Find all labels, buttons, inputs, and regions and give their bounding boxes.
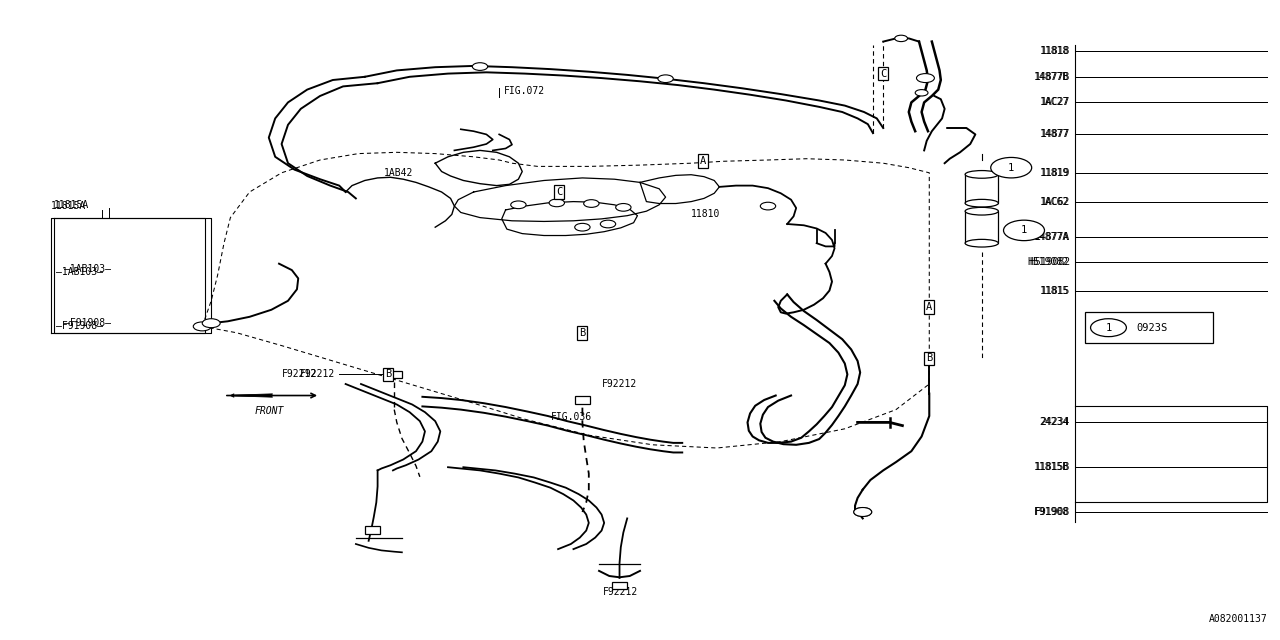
Text: C: C [881,68,886,79]
Text: 11815B: 11815B [1034,462,1070,472]
Circle shape [658,75,673,83]
Text: F92212: F92212 [602,379,637,389]
Circle shape [991,157,1032,178]
Ellipse shape [965,207,998,215]
Circle shape [1004,220,1044,241]
Text: 11815A: 11815A [51,201,87,211]
Text: 11815A: 11815A [54,200,90,210]
Text: 14877: 14877 [1041,129,1070,140]
Circle shape [616,204,631,211]
Text: B: B [580,328,585,338]
Bar [387,371,402,378]
Text: —F91908—: —F91908— [56,321,104,332]
Text: F92212: F92212 [603,587,639,597]
Circle shape [549,199,564,207]
Text: F91908: F91908 [1034,507,1070,517]
Text: 11815B: 11815B [1033,462,1069,472]
Text: C: C [557,187,562,197]
Text: 11815: 11815 [1041,286,1070,296]
Text: 1AB42: 1AB42 [384,168,413,178]
Text: F92212: F92212 [300,369,335,380]
Text: FIG.036: FIG.036 [550,412,591,422]
Text: B: B [385,369,390,380]
Circle shape [584,200,599,207]
Bar [1085,312,1213,343]
Text: 11818: 11818 [1041,46,1070,56]
Ellipse shape [965,239,998,247]
Text: 1: 1 [1106,323,1111,333]
Ellipse shape [965,200,998,207]
Text: 0923S: 0923S [1137,323,1167,333]
Text: 1AC27: 1AC27 [1039,97,1069,108]
Text: H519082: H519082 [1028,257,1069,268]
Text: 11815: 11815 [1039,286,1069,296]
Bar [965,174,998,203]
Text: 11819: 11819 [1041,168,1070,178]
Ellipse shape [965,171,998,178]
Circle shape [193,322,211,331]
Text: 14877: 14877 [1039,129,1069,140]
Text: A: A [700,156,705,166]
Text: —1AB103—: —1AB103— [56,267,104,277]
Circle shape [1091,319,1126,337]
Text: 1: 1 [1009,163,1014,173]
Text: A082001137: A082001137 [1208,614,1267,624]
Text: 14877B: 14877B [1033,72,1069,82]
Text: B: B [927,353,932,364]
Text: F92212: F92212 [282,369,317,380]
Circle shape [600,220,616,228]
Circle shape [895,35,908,42]
Text: 14877A: 14877A [1034,232,1070,242]
Text: H519082: H519082 [1029,257,1070,268]
Bar [365,526,380,534]
Text: 1AC27: 1AC27 [1041,97,1070,108]
Text: 14877B: 14877B [1034,72,1070,82]
Text: —1AB103—: —1AB103— [64,264,111,274]
Text: A: A [927,302,932,312]
Circle shape [915,90,928,96]
Text: 11810: 11810 [691,209,721,220]
Circle shape [511,201,526,209]
Circle shape [916,74,934,83]
Bar [575,396,590,404]
Text: 1: 1 [1021,225,1027,236]
Circle shape [854,508,872,516]
Text: FIG.072: FIG.072 [504,86,545,96]
Text: —F91908—: —F91908— [64,318,111,328]
Text: 14877A: 14877A [1033,232,1069,242]
Text: 1AC62: 1AC62 [1039,196,1069,207]
Circle shape [202,319,220,328]
Text: FRONT: FRONT [255,406,283,417]
Bar [612,582,627,589]
Text: 24234: 24234 [1039,417,1069,428]
Text: 1AC62: 1AC62 [1041,196,1070,207]
Circle shape [575,223,590,231]
Circle shape [854,508,872,516]
Circle shape [472,63,488,70]
Text: F91908: F91908 [1033,507,1069,517]
Text: 24234: 24234 [1041,417,1070,428]
Circle shape [760,202,776,210]
Text: 11819: 11819 [1039,168,1069,178]
Bar [965,211,998,243]
Text: 11818: 11818 [1039,46,1069,56]
